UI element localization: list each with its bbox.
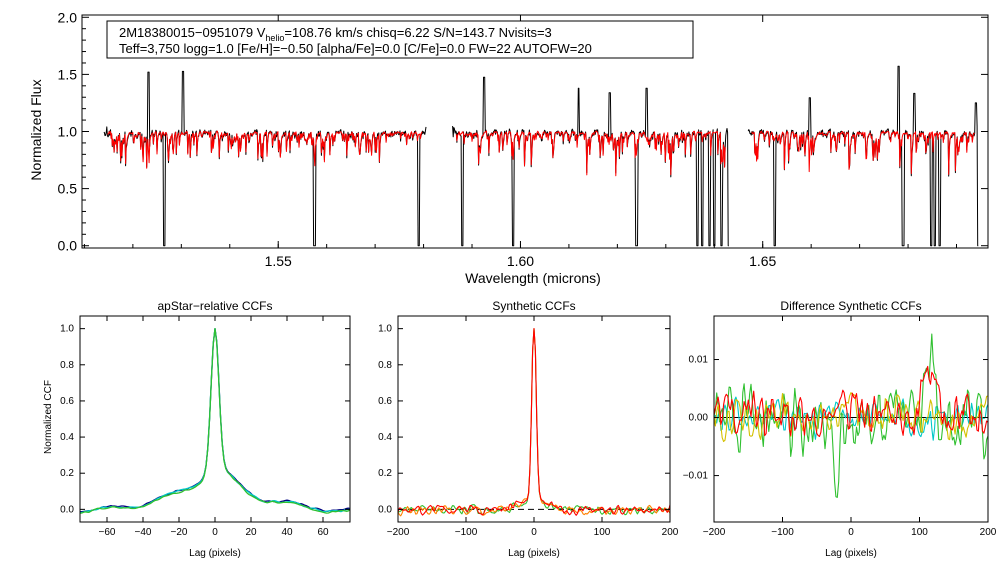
synthetic-ccf-title: Synthetic CCFs bbox=[492, 299, 575, 313]
synthetic-ccf-x-axis-title: Lag (pixels) bbox=[508, 548, 560, 559]
difference-ccf-line-2 bbox=[713, 333, 989, 498]
apstar-ccf-axes: −60 −40 −20 0 20 40 60 0.0 0.2 0.4 0.6 0.8 1.0 bbox=[60, 316, 350, 538]
difference-ccf-xtick-label: 0 bbox=[848, 527, 854, 538]
synthetic-ccf-xtick-label: −200 bbox=[387, 527, 410, 538]
difference-ccf-xtick-label: −200 bbox=[703, 527, 726, 538]
difference-ccf-x-axis-title: Lag (pixels) bbox=[825, 548, 877, 559]
spectrum-series bbox=[103, 65, 979, 247]
synthetic-ccf-axes: −200 −100 0 100 200 0.0 0.2 0.4 0.6 0.8 1.0 bbox=[378, 316, 679, 538]
synthetic-ccf-line-2 bbox=[397, 328, 671, 517]
apstar-ccf-xtick-label: −40 bbox=[135, 527, 152, 538]
apstar-ccf-title: apStar−relative CCFs bbox=[157, 299, 272, 313]
spectrum-xtick-label: 1.65 bbox=[749, 253, 776, 269]
spectrum-panel: 1.55 1.60 1.65 0.0 0.5 1.0 1.5 2.0 2M18380015−0… bbox=[28, 9, 989, 286]
spectrum-observed-line bbox=[103, 70, 427, 247]
difference-ccf-ytick-label: 0.00 bbox=[689, 413, 709, 424]
synthetic-ccf-panel: Synthetic CCFs −200 −100 0 100 200 0.0 0.2 0.4 0… bbox=[378, 299, 679, 559]
spectrum-axes: 1.55 1.60 1.65 0.0 0.5 1.0 1.5 2.0 bbox=[58, 9, 988, 269]
apstar-ccf-xtick-label: −20 bbox=[171, 527, 188, 538]
apstar-ccf-line-2 bbox=[80, 327, 351, 514]
info-line1-prefix: 2M18380015−0951079 V bbox=[119, 25, 266, 40]
apstar-ccf-xtick-label: 20 bbox=[245, 527, 257, 538]
spectrum-model-line bbox=[751, 130, 975, 175]
difference-ccf-xtick-label: 100 bbox=[911, 527, 928, 538]
apstar-ccf-panel: apStar−relative CCFs −60 −40 −20 0 20 40 60 0.0… bbox=[43, 299, 351, 559]
difference-ccf-ytick-label: 0.01 bbox=[689, 355, 709, 366]
difference-ccf-axes: −200 −100 0 100 200 −0.01 0.00 0.01 bbox=[683, 316, 997, 538]
apstar-ccf-ytick-label: 0.4 bbox=[60, 432, 74, 443]
spectrum-xtick-label: 1.60 bbox=[507, 253, 534, 269]
spectrum-ytick-label: 2.0 bbox=[58, 9, 78, 25]
apstar-ccf-series bbox=[79, 327, 351, 514]
synthetic-ccf-ytick-label: 0.4 bbox=[378, 432, 392, 443]
info-line1-suffix: =108.76 km/s chisq=6.22 S/N=143.7 Nvisit… bbox=[284, 25, 551, 40]
spectrum-xtick-label: 1.55 bbox=[265, 253, 292, 269]
apstar-ccf-xtick-label: 0 bbox=[212, 527, 218, 538]
difference-ccf-panel: Difference Synthetic CCFs −200 −100 0 100 20… bbox=[683, 299, 997, 559]
spectrum-x-axis-title: Wavelength (microns) bbox=[465, 270, 601, 286]
synthetic-ccf-xtick-label: 200 bbox=[662, 527, 679, 538]
synthetic-ccf-ytick-label: 0.8 bbox=[378, 360, 392, 371]
spectrum-info-line-2: Teff=3,750 logg=1.0 [Fe/H]=−0.50 [alpha/… bbox=[119, 41, 592, 56]
difference-ccf-xtick-label: −100 bbox=[771, 527, 794, 538]
spectrum-info-line-1: 2M18380015−0951079 Vhelio=108.76 km/s ch… bbox=[119, 25, 552, 43]
difference-ccf-xtick-label: 200 bbox=[980, 527, 997, 538]
apstar-ccf-x-axis-title: Lag (pixels) bbox=[189, 548, 241, 559]
spectrum-y-axis-title: Normalized Flux bbox=[28, 79, 44, 180]
difference-ccf-line-4 bbox=[713, 365, 989, 437]
synthetic-ccf-series bbox=[397, 328, 671, 517]
difference-ccf-title: Difference Synthetic CCFs bbox=[780, 299, 921, 313]
spectrum-ytick-label: 1.0 bbox=[58, 124, 78, 140]
spectrum-observed-line bbox=[452, 76, 729, 247]
spectrum-observed-line bbox=[747, 65, 979, 247]
synthetic-ccf-ytick-label: 1.0 bbox=[378, 324, 392, 335]
synthetic-ccf-line-1 bbox=[397, 328, 671, 516]
spectrum-ytick-label: 0.5 bbox=[58, 181, 78, 197]
apstar-ccf-plot-frame bbox=[79, 315, 351, 523]
synthetic-ccf-xtick-label: 100 bbox=[594, 527, 611, 538]
apstar-ccf-y-axis-title: Normalized CCF bbox=[43, 380, 54, 454]
synthetic-ccf-ytick-label: 0.0 bbox=[378, 504, 392, 515]
apstar-ccf-xtick-label: −60 bbox=[99, 527, 116, 538]
spectrum-ytick-label: 0.0 bbox=[58, 238, 78, 254]
spectrum-model-line bbox=[107, 130, 423, 169]
apstar-ccf-xtick-label: 60 bbox=[317, 527, 329, 538]
difference-ccf-series bbox=[713, 333, 989, 498]
apstar-ccf-line-3 bbox=[79, 327, 351, 514]
synthetic-ccf-ytick-label: 0.2 bbox=[378, 468, 392, 479]
apstar-ccf-xtick-label: 40 bbox=[281, 527, 293, 538]
apstar-ccf-ytick-label: 0.8 bbox=[60, 360, 74, 371]
synthetic-ccf-plot-frame bbox=[397, 315, 671, 523]
difference-ccf-ytick-label: −0.01 bbox=[683, 471, 709, 482]
spectrum-ytick-label: 1.5 bbox=[58, 66, 78, 82]
apstar-ccf-line-1 bbox=[79, 327, 351, 513]
apstar-ccf-ytick-label: 0.6 bbox=[60, 396, 74, 407]
info-line1-sub: helio bbox=[265, 33, 284, 43]
apstar-ccf-ytick-label: 0.2 bbox=[60, 468, 74, 479]
synthetic-ccf-ytick-label: 0.6 bbox=[378, 396, 392, 407]
apstar-ccf-ytick-label: 0.0 bbox=[60, 504, 74, 515]
spectrum-info-box bbox=[106, 20, 694, 59]
apstar-ccf-ytick-label: 1.0 bbox=[60, 324, 74, 335]
synthetic-ccf-xtick-label: −100 bbox=[455, 527, 478, 538]
synthetic-ccf-line-3 bbox=[397, 328, 671, 516]
synthetic-ccf-xtick-label: 0 bbox=[531, 527, 537, 538]
spectrum-model-line bbox=[455, 130, 726, 177]
